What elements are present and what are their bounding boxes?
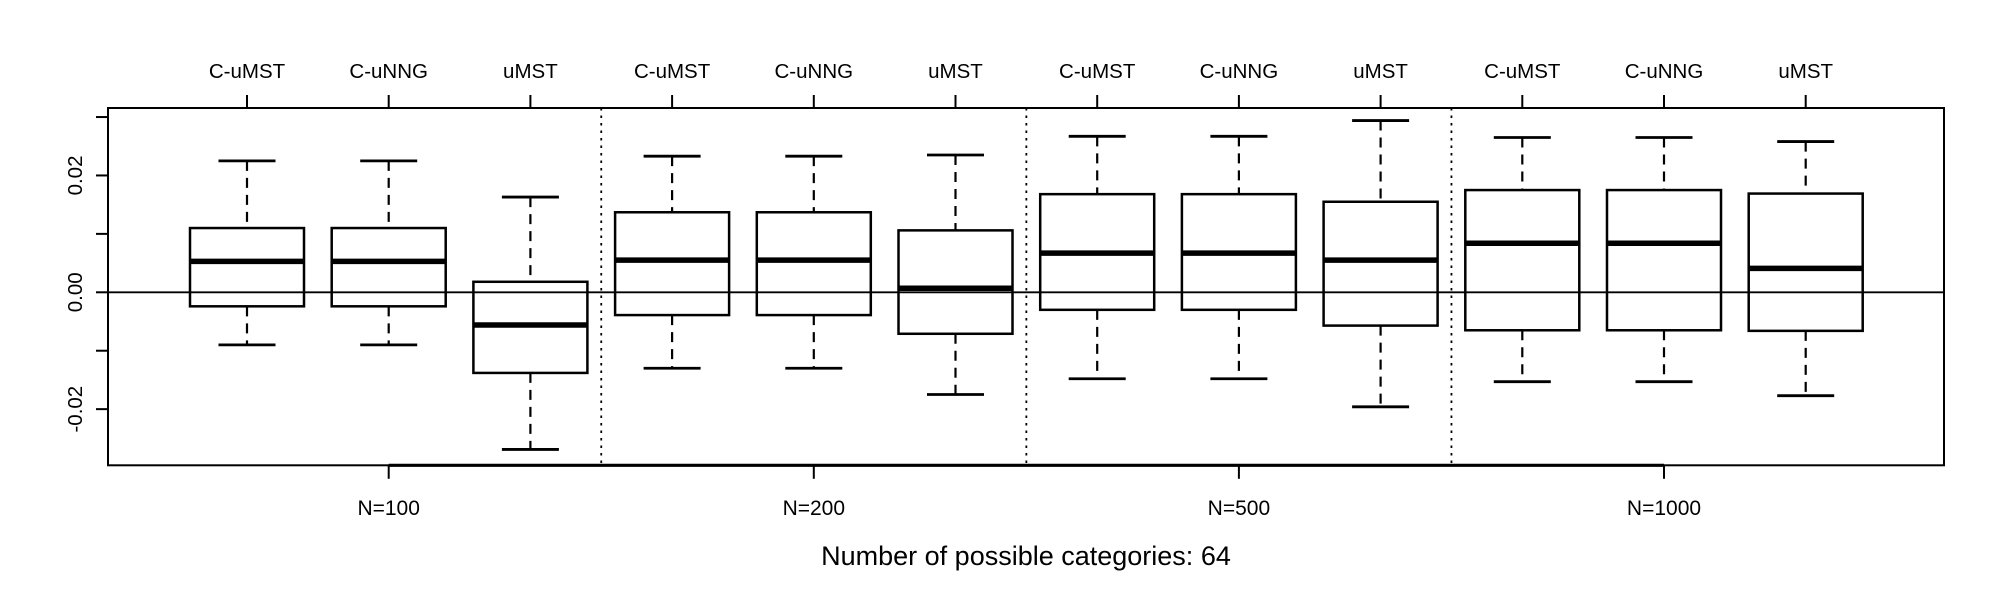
iqr-box: [330, 226, 447, 308]
method-label: C-uMST: [634, 60, 711, 83]
iqr-box: [1605, 188, 1723, 332]
method-label: C-uNNG: [1200, 60, 1279, 83]
method-label: C-uNNG: [349, 60, 428, 83]
method-label: C-uMST: [1059, 60, 1136, 83]
chart-title: Number of possible categories: 64: [821, 541, 1231, 571]
group-label: N=200: [783, 497, 845, 520]
iqr-box: [188, 226, 306, 308]
iqr-box: [613, 211, 731, 317]
iqr-box: [1747, 192, 1864, 333]
group-label: N=100: [357, 497, 419, 520]
iqr-box: [1322, 200, 1439, 327]
method-label: uMST: [928, 60, 983, 83]
method-label: uMST: [1353, 60, 1408, 83]
y-axis-label: -0.02: [64, 386, 87, 433]
method-label: C-uNNG: [775, 60, 854, 83]
iqr-box: [897, 229, 1014, 336]
iqr-box: [755, 211, 873, 317]
group-label: N=500: [1208, 497, 1270, 520]
method-label: C-uNNG: [1625, 60, 1704, 83]
y-axis-label: 0.00: [64, 272, 87, 312]
method-label: uMST: [1778, 60, 1833, 83]
method-label: C-uMST: [209, 60, 286, 83]
y-axis-label: 0.02: [64, 156, 87, 196]
iqr-box: [1464, 188, 1581, 332]
method-label: C-uMST: [1484, 60, 1561, 83]
group-label: N=1000: [1627, 497, 1701, 520]
method-label: uMST: [503, 60, 558, 83]
